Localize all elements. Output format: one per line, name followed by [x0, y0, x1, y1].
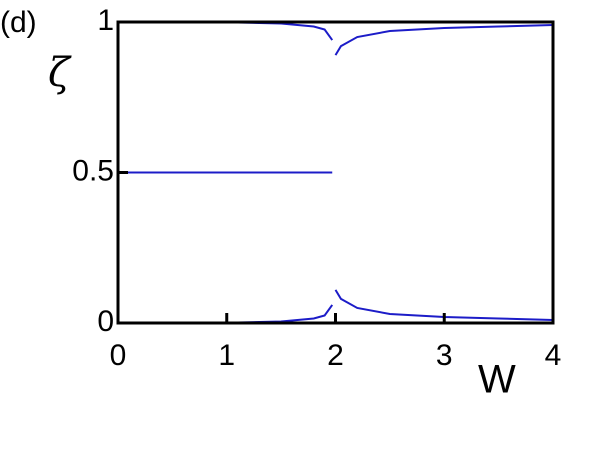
x-tick-label: 0 [110, 339, 127, 372]
x-tick-label: 1 [218, 339, 235, 372]
y-tick-label: 0.5 [72, 154, 114, 187]
x-tick-label: 4 [545, 339, 562, 372]
y-axis-label: ζ [48, 50, 72, 96]
line [334, 24, 554, 56]
x-axis-label: W [478, 358, 516, 402]
line [334, 289, 554, 321]
y-tick-label: 1 [97, 4, 114, 37]
x-tick-label: 3 [436, 339, 453, 372]
y-tick-label: 0 [97, 305, 114, 338]
panel-label: (d) [0, 6, 37, 39]
x-tick-label: 2 [327, 339, 344, 372]
line [118, 304, 334, 324]
line [118, 21, 334, 41]
